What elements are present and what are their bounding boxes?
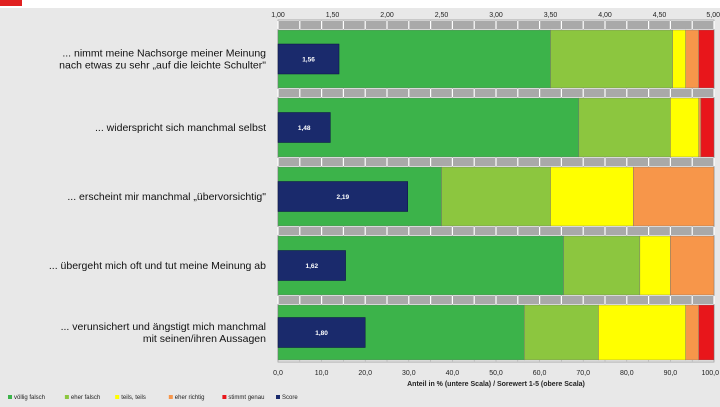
- bottom-tick-label: 50,0: [489, 370, 503, 377]
- score-bar: [277, 250, 346, 281]
- category-label: ... übergeht mich oft und tut meine Mein…: [49, 260, 266, 272]
- bottom-tick-label: 90,0: [664, 370, 678, 377]
- bottom-tick-label: 60,0: [533, 370, 547, 377]
- bottom-tick-label: 10,0: [315, 370, 329, 377]
- bar-segment: [685, 29, 699, 89]
- category-label: ... widerspricht sich manchmal selbst: [95, 122, 266, 134]
- score-bars: 1,56 1,48 2,19 1,62 1,80: [277, 43, 408, 348]
- bar-segment: [698, 29, 715, 89]
- legend-swatch: [64, 395, 69, 399]
- bar-segment: [698, 97, 702, 158]
- row-separators: [277, 21, 715, 304]
- legend-label: völlig falsch: [14, 395, 45, 401]
- bar-segment: [441, 166, 551, 227]
- bar-segment: [550, 166, 634, 227]
- legend-swatch: [8, 395, 12, 399]
- bar-segment: [670, 97, 699, 158]
- bar-segment: [524, 304, 599, 361]
- legend-swatch: [168, 395, 173, 399]
- bottom-tick-label: 40,0: [446, 370, 460, 377]
- score-bar: [277, 43, 340, 75]
- score-bar: [277, 181, 408, 212]
- top-tick-label: 5,00: [706, 12, 720, 19]
- bar-segment: [550, 29, 673, 89]
- bottom-tick-label: 80,0: [620, 370, 634, 377]
- bottom-tick-label: 100,0: [701, 370, 719, 377]
- chart-top-band: [0, 0, 720, 8]
- corner-mark: [0, 0, 22, 6]
- bottom-tick-label: 30,0: [402, 370, 416, 377]
- top-tick-label: 2,50: [435, 12, 449, 19]
- bar-segment: [670, 235, 715, 296]
- score-value-label: 1,48: [298, 125, 311, 132]
- top-tick-label: 4,50: [653, 12, 667, 19]
- bar-segment: [563, 235, 641, 296]
- bar-segment: [578, 97, 671, 158]
- top-tick-label: 2,00: [380, 12, 394, 19]
- score-bar: [277, 112, 331, 143]
- category-label: ... erscheint mir manchmal „übervorsicht…: [67, 191, 266, 203]
- bar-segment: [698, 304, 715, 361]
- top-tick-label: 1,00: [271, 12, 285, 19]
- score-value-label: 2,19: [337, 194, 350, 201]
- top-tick-label: 3,50: [544, 12, 558, 19]
- score-bar: [277, 317, 366, 348]
- top-tick-label: 3,00: [489, 12, 503, 19]
- score-value-label: 1,80: [315, 330, 328, 337]
- legend-label: stimmt genau: [228, 395, 264, 401]
- bar-segment: [598, 304, 686, 361]
- bar-segment: [633, 166, 715, 227]
- bottom-tick-label: 0,0: [273, 370, 283, 377]
- legend-label: eher falsch: [71, 395, 100, 401]
- bottom-tick-label: 70,0: [576, 370, 590, 377]
- top-tick-label: 1,50: [326, 12, 340, 19]
- bottom-axis: 0,0 10,0 20,0 30,0 40,0 50,0 60,0 70,0 80,0 90,0 1…: [273, 370, 719, 377]
- legend-label: Score: [282, 395, 298, 401]
- category-label: nach etwas zu sehr „auf die leichte Schu…: [59, 60, 266, 72]
- bar-segment: [685, 304, 699, 361]
- category-labels: ... nimmt meine Nachsorge meiner Meinung…: [49, 48, 266, 346]
- top-tick-label: 4,00: [598, 12, 612, 19]
- category-label: ... nimmt meine Nachsorge meiner Meinung: [62, 48, 266, 60]
- category-label: ... verunsichert und ängstigt mich manch…: [61, 321, 266, 333]
- bar-segment: [639, 235, 671, 296]
- legend: völlig falsch eher falsch teils, teils eher…: [8, 395, 298, 401]
- legend-swatch: [115, 395, 120, 399]
- bar-segment: [700, 97, 715, 158]
- score-value-label: 1,62: [305, 263, 318, 270]
- legend-swatch: [276, 395, 280, 399]
- bottom-axis-title: Anteil in % (untere Scala) / Sorewert 1-…: [407, 381, 585, 388]
- bottom-tick-label: 20,0: [358, 370, 372, 377]
- top-axis: 1,00 1,50 2,00 2,50 3,00 3,50 4,00 4,50 5,00: [271, 12, 720, 19]
- category-label: mit seinen/ihren Aussagen: [143, 333, 266, 345]
- legend-swatch: [222, 395, 227, 399]
- legend-label: eher richtig: [175, 395, 205, 401]
- score-value-label: 1,56: [302, 57, 315, 64]
- legend-label: teils, teils: [121, 395, 146, 401]
- bar-segment: [672, 29, 686, 89]
